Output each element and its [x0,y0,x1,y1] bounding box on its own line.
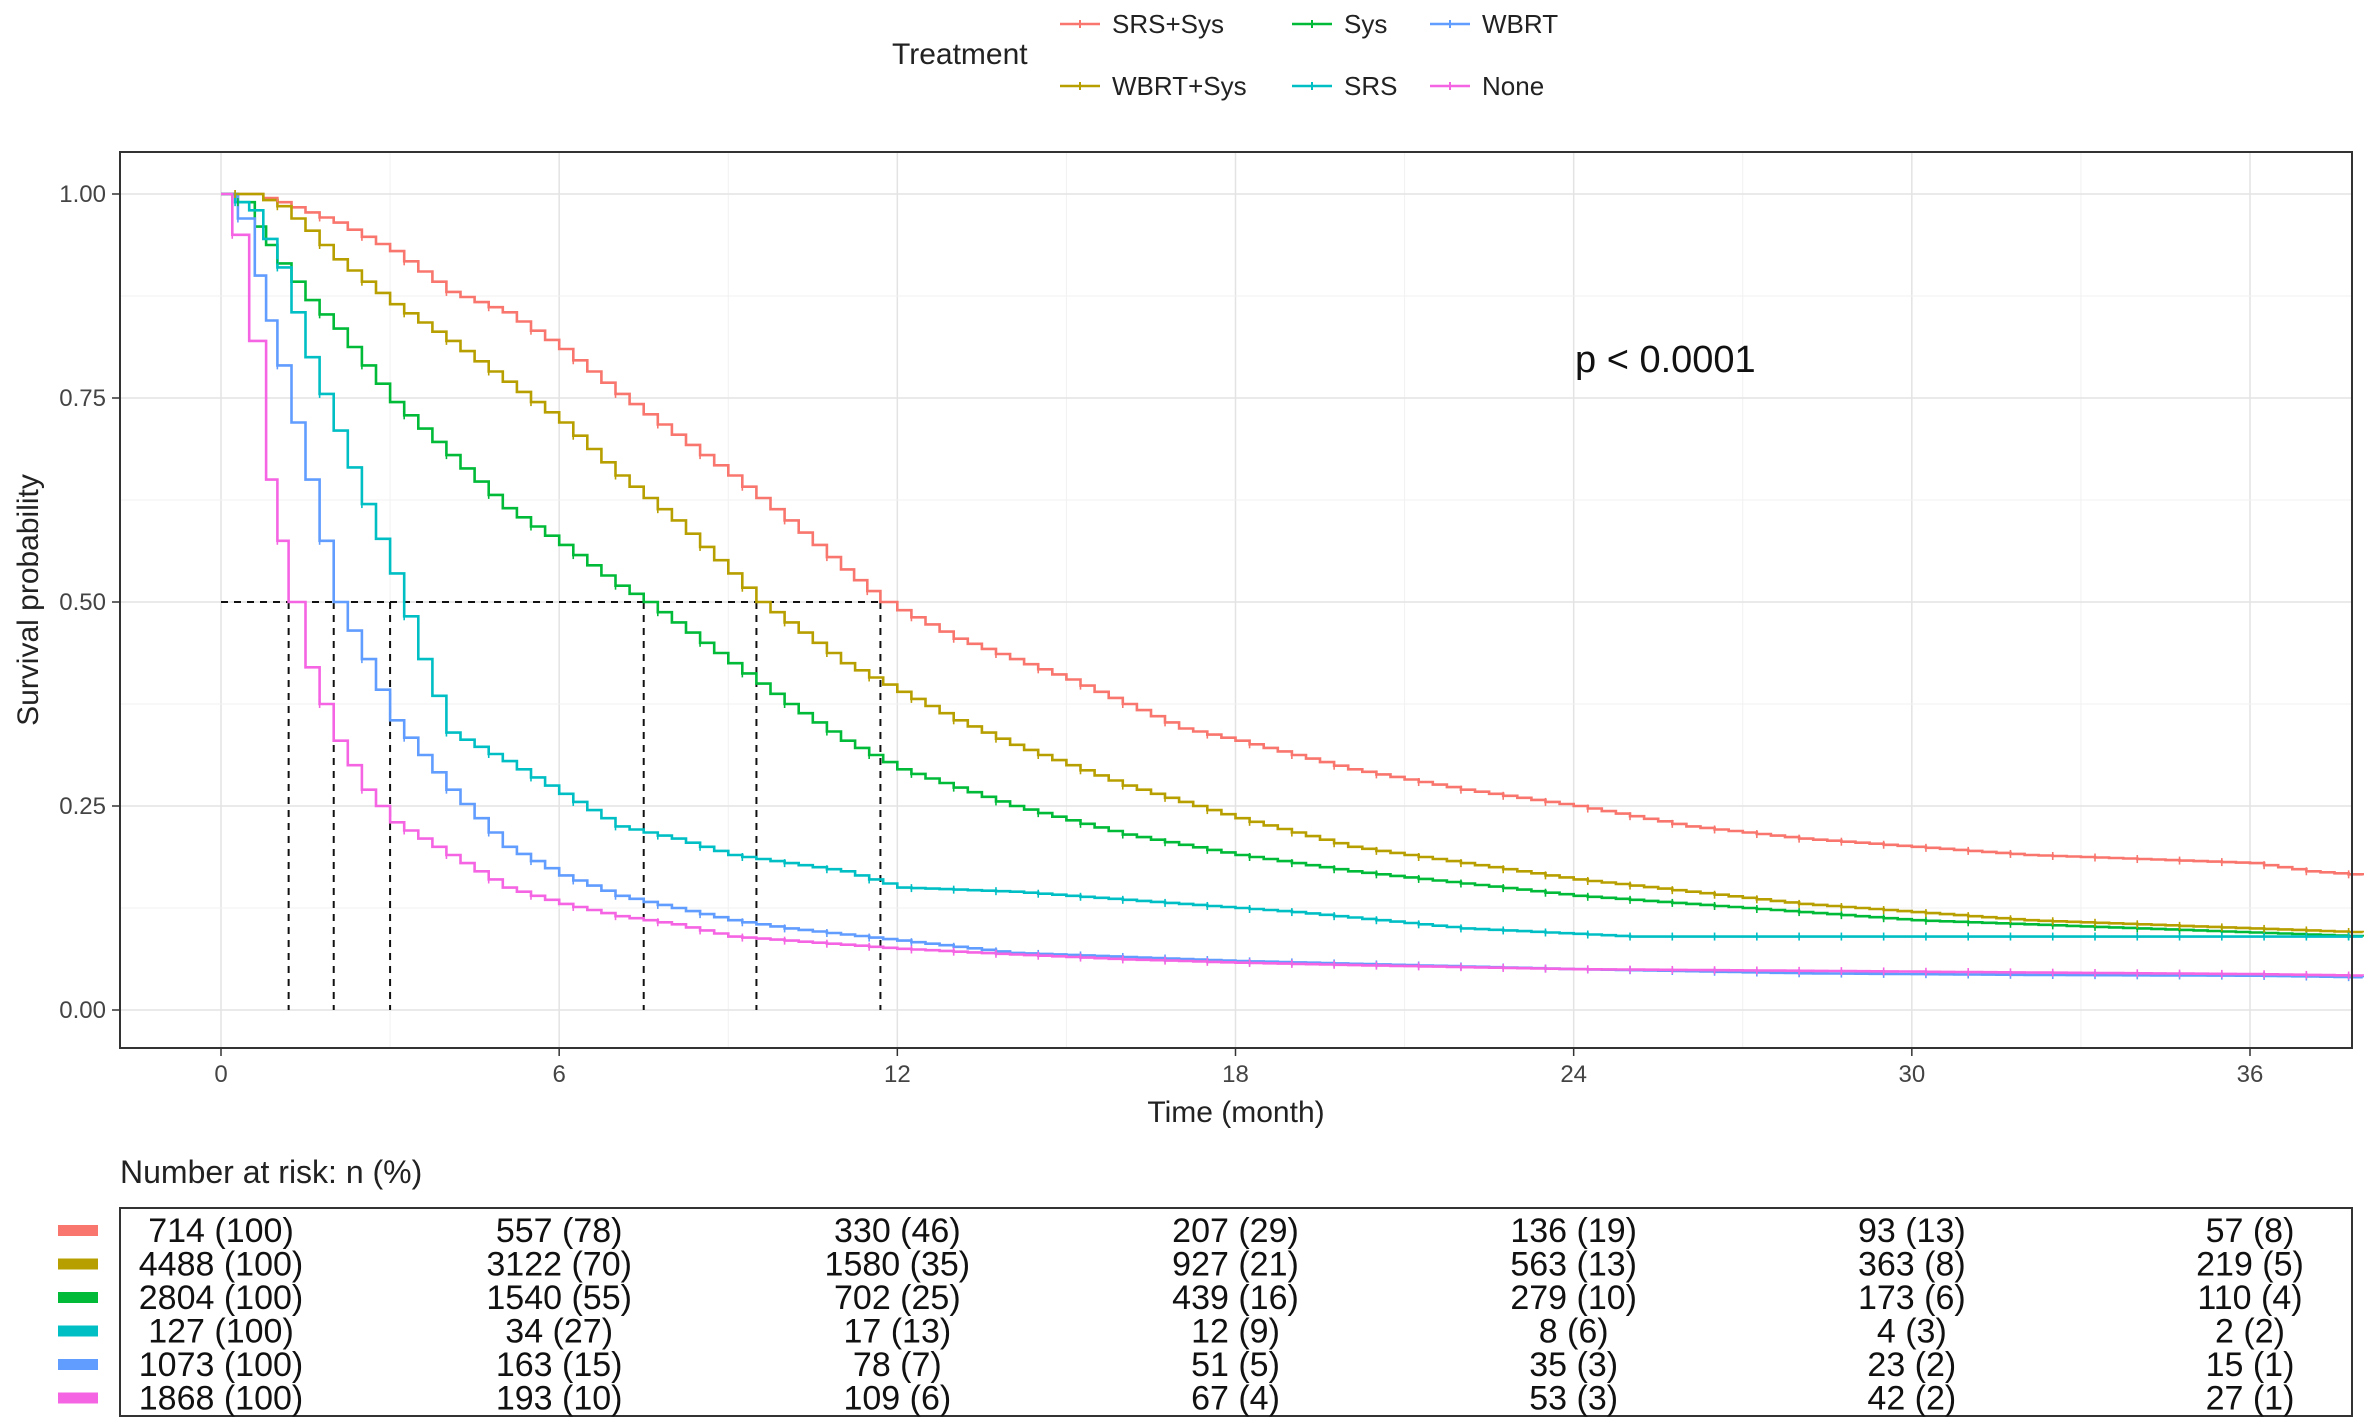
p-value-annotation: p < 0.0001 [1575,339,1756,381]
risk-cell: 15 (1) [2206,1346,2295,1384]
risk-cell: 17 (13) [843,1313,951,1351]
x-tick-label: 30 [1898,1061,1925,1088]
risk-row-key-none [58,1392,98,1404]
risk-cell: 1580 (35) [825,1246,971,1284]
risk-row-key-wbrt [58,1359,98,1370]
legend-title: Treatment [892,38,1028,71]
risk-cell: 163 (15) [496,1346,623,1384]
risk-cell: 330 (46) [834,1212,961,1250]
risk-row-key-wbrt-sys [58,1258,98,1270]
risk-cell: 1540 (55) [486,1279,632,1317]
risk-cell: 207 (29) [1172,1212,1299,1250]
legend-label-none: None [1482,71,1544,101]
risk-row-key-sys [58,1292,98,1303]
y-tick-label: 0.50 [59,589,106,616]
legend-label-srs-sys: SRS+Sys [1112,9,1224,39]
y-tick-label: 0.75 [59,385,106,412]
curve-srs [221,192,2363,938]
risk-cell: 3122 (70) [486,1246,632,1284]
x-tick-label: 0 [214,1061,227,1088]
legend-label-srs: SRS [1344,71,1397,101]
risk-cell: 136 (19) [1510,1212,1637,1250]
risk-cell: 2 (2) [2215,1313,2285,1351]
risk-cell: 42 (2) [1867,1380,1956,1418]
y-axis: Survival probability 0.00 0.25 0.50 0.75 1.0… [12,181,120,1024]
risk-cell: 57 (8) [2206,1212,2295,1250]
risk-cell: 439 (16) [1172,1279,1299,1317]
risk-row-key-srs [58,1325,98,1337]
risk-cell: 557 (78) [496,1212,623,1250]
legend-label-sys: Sys [1344,9,1387,39]
x-tick-label: 36 [2237,1061,2264,1088]
x-tick-label: 6 [552,1061,565,1088]
risk-cell: 193 (10) [496,1380,623,1418]
legend-label-wbrt: WBRT [1482,9,1558,39]
risk-cell: 4488 (100) [139,1246,303,1284]
risk-cell: 34 (27) [505,1313,613,1351]
plot-panel: p < 0.0001 [119,151,2364,1049]
risk-cell: 127 (100) [148,1313,294,1351]
legend-label-wbrt-sys: WBRT+Sys [1112,71,1247,101]
risk-cell: 53 (3) [1529,1380,1618,1418]
censor-marks [231,190,2350,982]
risk-cell: 1868 (100) [139,1380,303,1418]
risk-cell: 173 (6) [1858,1279,1966,1317]
y-axis-label: Survival probability [12,474,45,726]
risk-cell: 35 (3) [1529,1346,1618,1384]
risk-cell: 563 (13) [1510,1246,1637,1284]
y-tick-label: 0.25 [59,793,106,820]
x-axis: Time (month) 0 6 12 18 24 30 36 [214,1048,2263,1129]
risk-table-border [119,1207,2353,1417]
x-tick-label: 24 [1560,1061,1587,1088]
risk-cell: 4 (3) [1877,1313,1947,1351]
risk-cell: 279 (10) [1510,1279,1637,1317]
risk-cell: 8 (6) [1539,1313,1609,1351]
risk-cell: 51 (5) [1191,1346,1280,1384]
risk-cell: 927 (21) [1172,1246,1299,1284]
risk-cell: 702 (25) [834,1279,961,1317]
risk-cell: 219 (5) [2196,1246,2304,1284]
risk-cell: 363 (8) [1858,1246,1966,1284]
risk-table: Number at risk: n (%) 714 (100) 557 (78) 3… [58,1154,2353,1418]
y-tick-label: 0.00 [59,997,106,1024]
risk-cell: 109 (6) [843,1380,951,1418]
risk-cell: 2804 (100) [139,1279,303,1317]
risk-cell: 1073 (100) [139,1346,303,1384]
legend: Treatment SRS+Sys Sys WBRT WBRT+Sys SRS None [892,9,1558,101]
risk-cell: 12 (9) [1191,1313,1280,1351]
risk-cell: 93 (13) [1858,1212,1966,1250]
y-tick-label: 1.00 [59,181,106,208]
risk-row-key-srs-sys [58,1225,98,1236]
risk-cell: 714 (100) [148,1212,294,1250]
x-tick-label: 12 [884,1061,911,1088]
risk-cell: 110 (4) [2197,1279,2302,1317]
risk-cell: 67 (4) [1191,1380,1280,1418]
risk-cell: 78 (7) [853,1346,942,1384]
risk-cell: 23 (2) [1867,1346,1956,1384]
x-axis-label: Time (month) [1147,1096,1324,1129]
risk-cell: 27 (1) [2206,1380,2295,1418]
grid-lines [120,152,2352,1048]
risk-table-title: Number at risk: n (%) [120,1154,422,1190]
x-tick-label: 18 [1222,1061,1249,1088]
